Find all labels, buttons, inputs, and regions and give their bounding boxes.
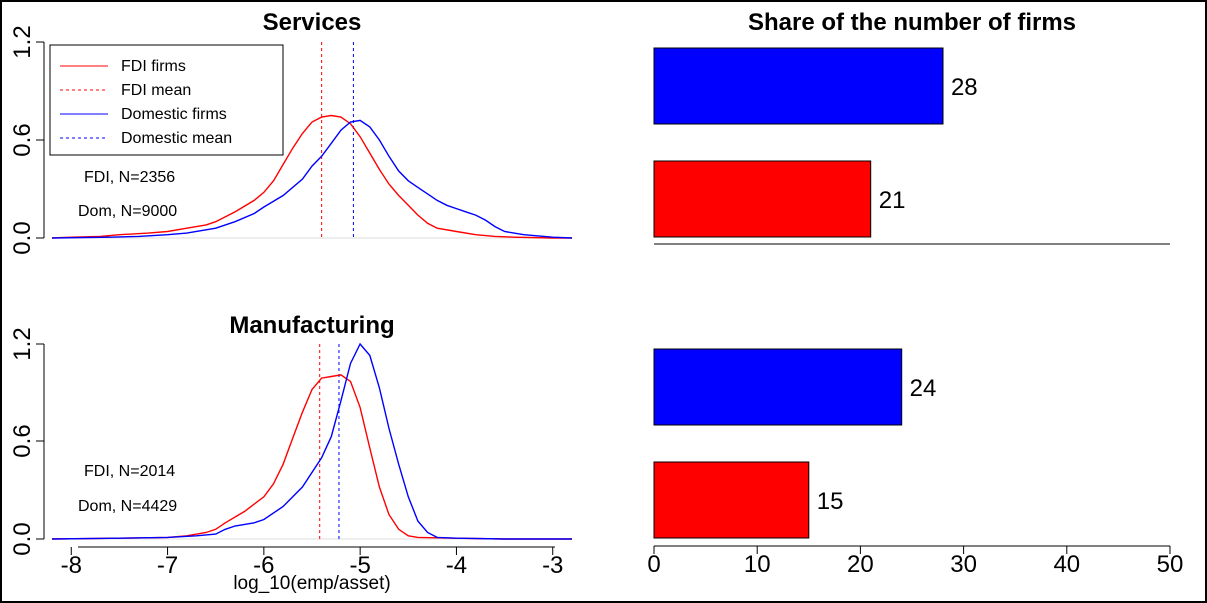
x-tick-label: -3 — [542, 552, 563, 579]
bar-value-label: 15 — [817, 488, 844, 515]
share-x-tick-label: 10 — [744, 551, 771, 578]
services-y-tick-label: 0.0 — [9, 221, 36, 254]
manufacturing-y-axis: 0.0 0.6 1.2 — [9, 327, 45, 556]
services-domestic-count: Dom, N=9000 — [78, 203, 177, 220]
x-axis-label: log_10(emp/asset) — [233, 573, 390, 594]
bar-manufacturing-fdi — [653, 461, 810, 539]
legend-fdi-firms-label: FDI firms — [121, 58, 186, 75]
share-x-tick-label: 30 — [950, 551, 977, 578]
x-tick-label: -4 — [446, 552, 467, 579]
x-tick-label: -8 — [61, 552, 82, 579]
x-tick-label: -7 — [157, 552, 178, 579]
legend-fdi-mean-label: FDI mean — [121, 82, 191, 99]
share-x-tick-label: 50 — [1157, 551, 1184, 578]
manufacturing-density-panel: Manufacturing 0.0 0.6 1.2 FDI, N=2014 Do… — [9, 312, 572, 594]
x-tick-label: -6 — [253, 552, 274, 579]
x-ticks: -8 -7 -6 -5 -4 -3 — [61, 547, 563, 579]
manufacturing-y-tick-label: 0.0 — [9, 522, 36, 555]
share-x-ticks: 0 10 20 30 40 50 — [647, 546, 1183, 578]
manufacturing-domestic-count: Dom, N=4429 — [78, 498, 177, 515]
services-y-tick-label: 0.6 — [9, 123, 36, 156]
bar-manufacturing-domestic — [653, 348, 903, 426]
bar-value-label: 21 — [879, 187, 906, 214]
legend-domestic-mean-label: Domestic mean — [121, 130, 232, 147]
bar-value-label: 28 — [951, 74, 978, 101]
services-domestic-density-line — [51, 119, 573, 239]
bar-services-fdi — [653, 160, 872, 238]
share-bars: 28 21 24 15 — [653, 47, 978, 539]
services-fdi-count: FDI, N=2356 — [84, 169, 175, 186]
manufacturing-fdi-count: FDI, N=2014 — [84, 463, 175, 480]
legend-domestic-firms-label: Domestic firms — [121, 106, 227, 123]
bar-value-label: 24 — [910, 375, 937, 402]
x-tick-label: -5 — [349, 552, 370, 579]
legend-box — [49, 44, 284, 156]
manufacturing-title: Manufacturing — [229, 312, 394, 339]
services-density-panel: Services 0.0 0.6 1.2 FDI, N=2356 Dom, N=… — [9, 9, 573, 255]
legend: FDI firms FDI mean Domestic firms Domest… — [49, 44, 284, 156]
services-title: Services — [263, 9, 362, 36]
share-x-tick-label: 0 — [647, 551, 660, 578]
share-x-axis: 0 10 20 30 40 50 — [647, 545, 1183, 578]
manufacturing-domestic-density-line — [51, 342, 572, 540]
manufacturing-y-tick-label: 1.2 — [9, 327, 36, 360]
services-fdi-density-line — [51, 114, 572, 239]
share-title: Share of the number of firms — [748, 9, 1076, 36]
services-y-axis: 0.0 0.6 1.2 — [9, 25, 45, 255]
share-bar-chart: Share of the number of firms 28 21 24 15 0 1… — [647, 9, 1183, 578]
services-y-tick-label: 1.2 — [9, 25, 36, 58]
manufacturing-y-tick-label: 0.6 — [9, 424, 36, 457]
bar-services-domestic — [653, 47, 944, 125]
x-axis: -8 -7 -6 -5 -4 -3 log_10(emp/asset) — [61, 546, 563, 594]
manufacturing-fdi-density-line — [51, 374, 572, 540]
share-x-tick-label: 20 — [847, 551, 874, 578]
share-x-tick-label: 40 — [1053, 551, 1080, 578]
